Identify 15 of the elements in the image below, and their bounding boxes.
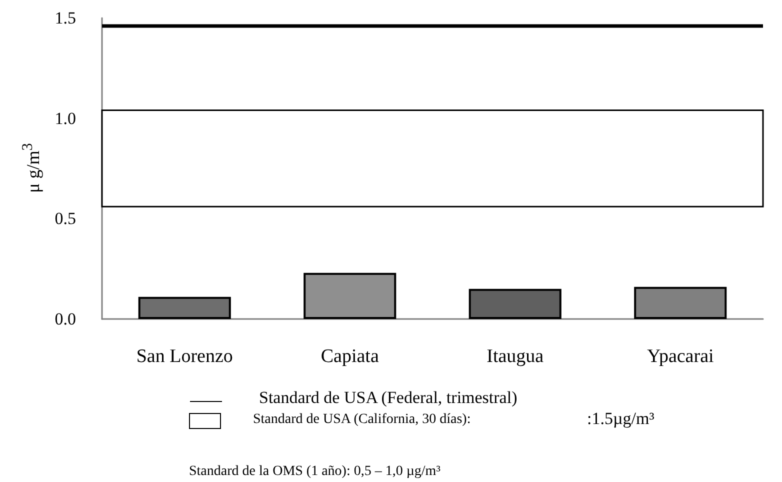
legend-label: Standard de USA (Federal, trimestral) bbox=[259, 388, 518, 408]
x-tick-label: Itaugua bbox=[486, 346, 544, 367]
y-tick-label: 0.0 bbox=[54, 310, 76, 328]
bar bbox=[468, 288, 562, 319]
y-tick-label: 0.5 bbox=[54, 209, 76, 228]
text: :1.5µg/m³ bbox=[587, 409, 654, 429]
text: Standard de la OMS (1 año): 0,5 – 1,0 µg/m³ bbox=[189, 464, 440, 480]
legend-label: Standard de USA (California, 30 días): bbox=[253, 412, 471, 428]
x-tick-label: Ypacarai bbox=[646, 346, 714, 367]
x-tick-label: Capiata bbox=[320, 346, 380, 367]
bar bbox=[304, 272, 396, 319]
y-tick-label: 1.5 bbox=[54, 8, 76, 28]
bar bbox=[138, 296, 231, 319]
y-tick-label: 1.0 bbox=[54, 108, 76, 128]
x-tick-label: San Lorenzo bbox=[136, 346, 233, 367]
